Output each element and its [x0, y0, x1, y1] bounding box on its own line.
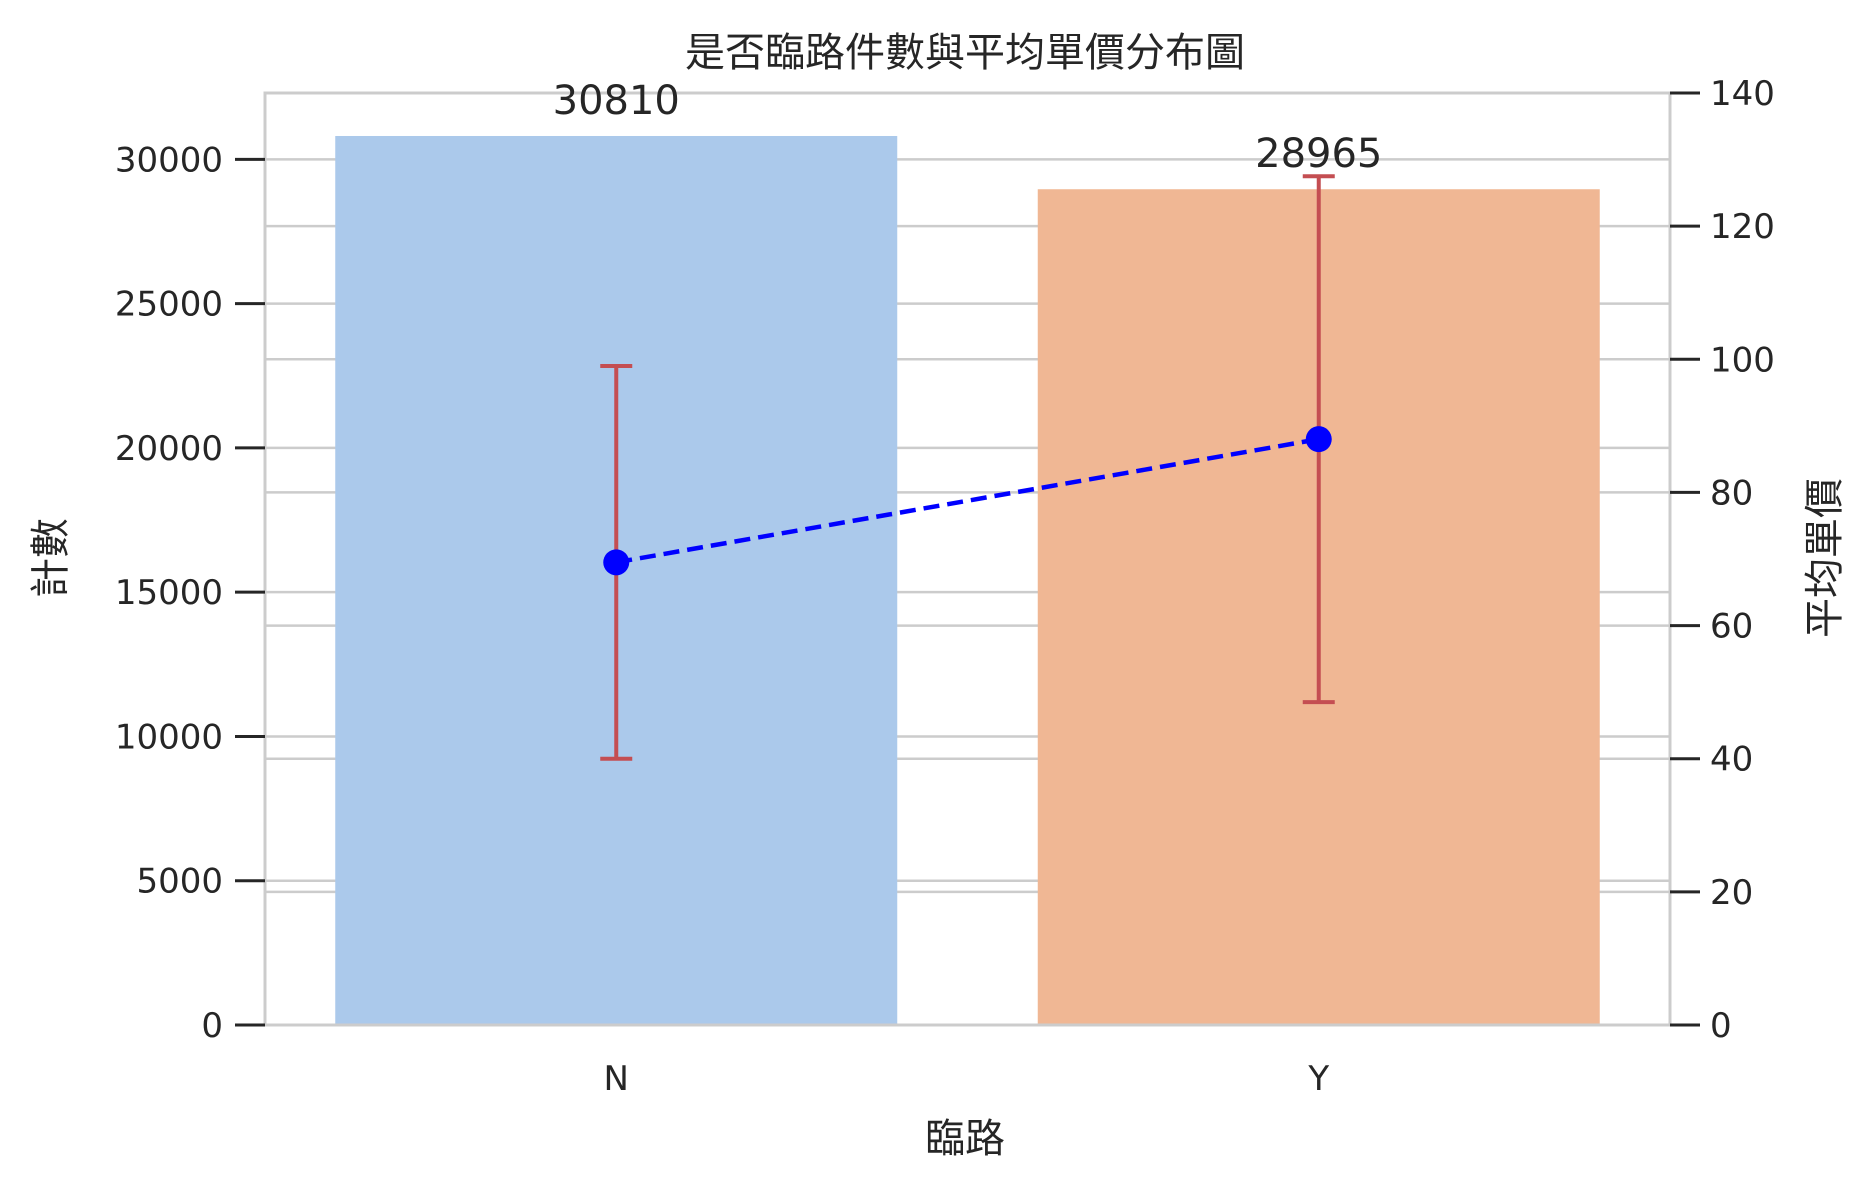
y2-tick-label: 100 — [1710, 340, 1775, 380]
y-tick-label: 10000 — [115, 717, 223, 757]
y2-axis-title: 平均單價 — [1802, 478, 1848, 638]
data-label-N: 30810 — [553, 78, 680, 124]
y2-tick-label: 140 — [1710, 74, 1775, 114]
y2-tick-label: 80 — [1710, 473, 1753, 513]
y-tick-label: 20000 — [115, 429, 223, 469]
data-label-Y: 28965 — [1255, 131, 1382, 177]
y-tick-label: 30000 — [115, 140, 223, 180]
y2-tick-label: 0 — [1710, 1006, 1732, 1046]
chart-title: 是否臨路件數與平均單價分布圖 — [685, 30, 1245, 76]
y-tick-label: 5000 — [136, 862, 223, 902]
y-tick-label: 25000 — [115, 285, 223, 325]
y-axis-left: 0 5000 10000 15000 20000 25000 30000 — [115, 140, 265, 1046]
y-axis-title: 計數 — [28, 518, 74, 598]
line-point-N — [603, 549, 630, 576]
y-tick-label: 15000 — [115, 573, 223, 613]
plot-border — [263, 91, 1672, 1027]
line-series — [603, 426, 1332, 576]
y2-tick-label: 120 — [1710, 207, 1775, 247]
plot-frame — [263, 91, 1672, 1027]
y-axis-right: 0 20 40 60 80 100 120 140 — [1670, 74, 1775, 1046]
data-labels: 30810 28965 — [553, 78, 1383, 177]
line-point-Y — [1305, 426, 1332, 453]
x-axis-title: 臨路 — [925, 1116, 1005, 1162]
y2-tick-label: 20 — [1710, 873, 1753, 913]
x-tick-label: N — [604, 1059, 629, 1099]
y-tick-label: 0 — [201, 1006, 223, 1046]
x-tick-label: Y — [1307, 1059, 1329, 1099]
y2-tick-label: 60 — [1710, 607, 1753, 647]
y2-tick-label: 40 — [1710, 740, 1753, 780]
